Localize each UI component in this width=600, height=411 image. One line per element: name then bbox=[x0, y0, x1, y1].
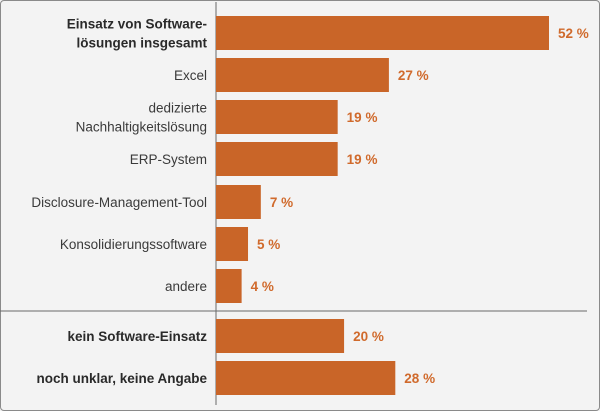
value-label: 20 % bbox=[353, 329, 384, 344]
bar bbox=[216, 185, 261, 219]
bar bbox=[216, 58, 389, 92]
bar bbox=[216, 100, 338, 134]
category-label: Excel bbox=[174, 68, 207, 83]
category-label: ERP-System bbox=[130, 152, 207, 167]
value-label: 28 % bbox=[404, 371, 435, 386]
value-label: 27 % bbox=[398, 68, 429, 83]
category-label: Einsatz von Software- bbox=[67, 17, 207, 32]
category-label: Nachhaltigkeitslösung bbox=[76, 120, 207, 135]
value-label: 7 % bbox=[270, 195, 293, 210]
bar bbox=[216, 361, 396, 395]
bar bbox=[216, 319, 345, 353]
category-label: Konsolidierungssoftware bbox=[60, 237, 207, 252]
category-label: lösungen insgesamt bbox=[76, 36, 207, 51]
category-label: dedizierte bbox=[148, 101, 207, 116]
value-label: 19 % bbox=[347, 110, 378, 125]
bar bbox=[216, 142, 338, 176]
category-label: Disclosure-Management-Tool bbox=[31, 195, 207, 210]
value-label: 5 % bbox=[257, 237, 280, 252]
bar bbox=[216, 269, 242, 303]
value-label: 52 % bbox=[558, 26, 589, 41]
value-label: 4 % bbox=[251, 279, 274, 294]
bar bbox=[216, 16, 549, 50]
bar bbox=[216, 227, 249, 261]
category-label: kein Software-Einsatz bbox=[67, 329, 207, 344]
category-label: andere bbox=[165, 279, 207, 294]
value-label: 19 % bbox=[347, 152, 378, 167]
category-label: noch unklar, keine Angabe bbox=[36, 371, 207, 386]
